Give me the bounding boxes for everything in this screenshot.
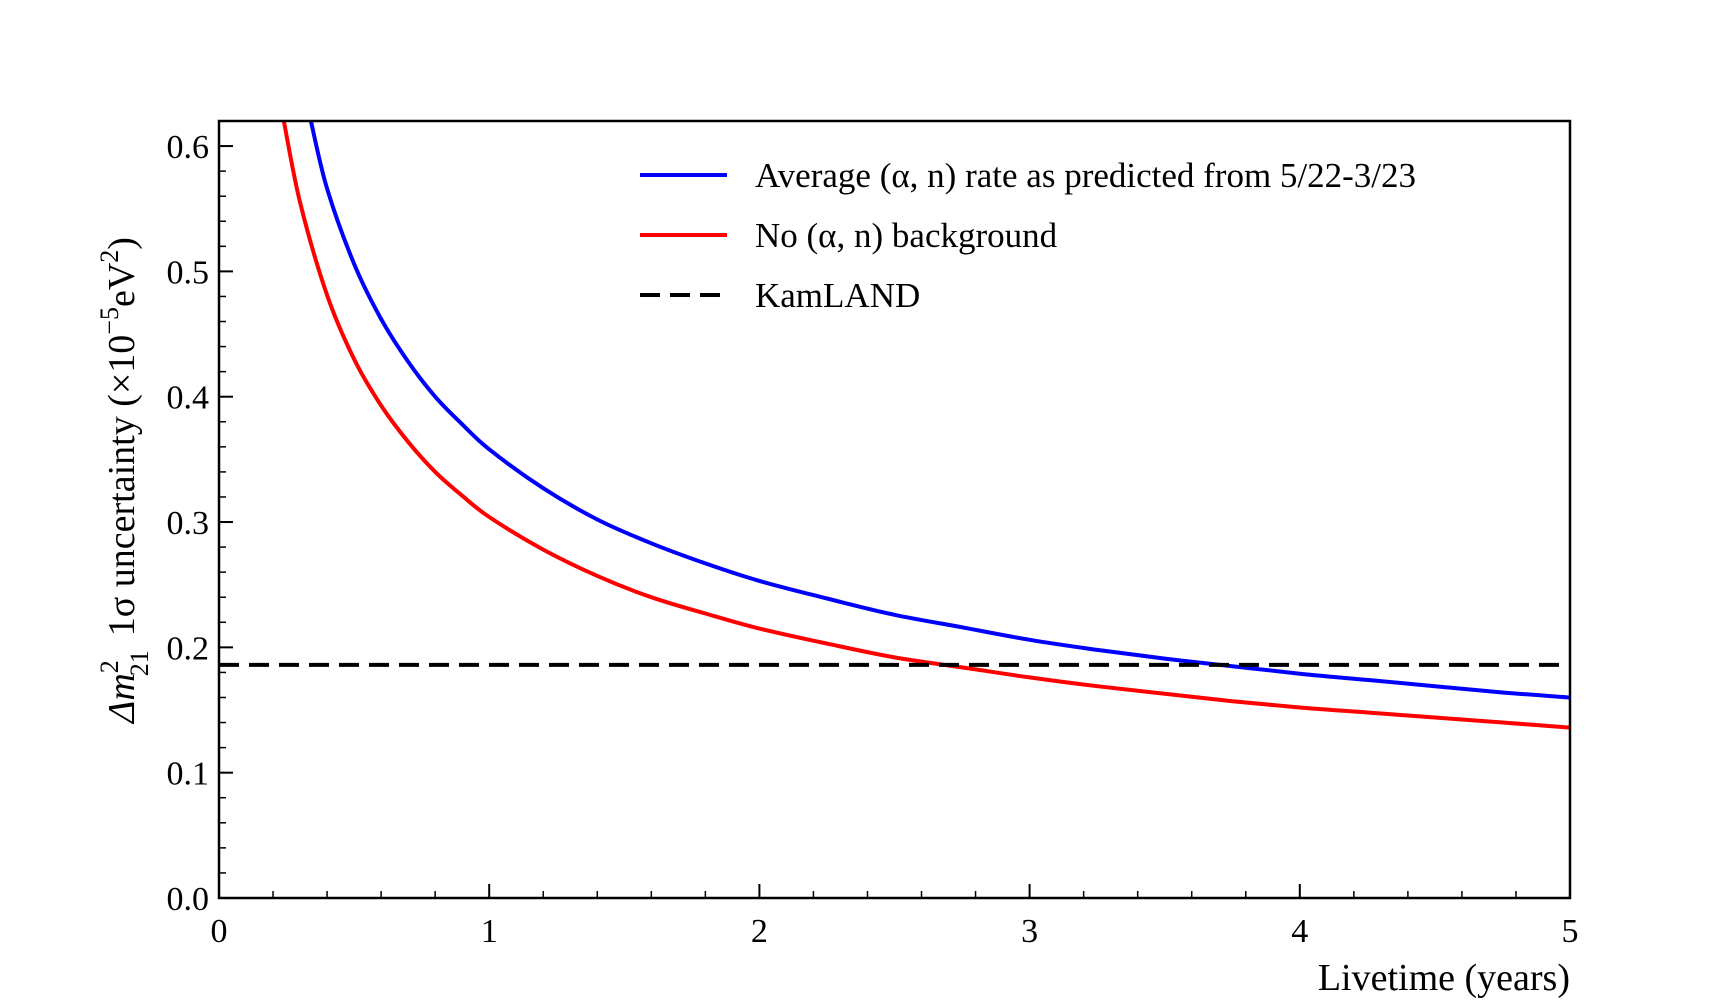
legend-label-kamland: KamLAND	[755, 276, 920, 315]
legend-entry-average: Average (α, n) rate as predicted from 5/…	[640, 156, 1416, 195]
legend-label-no-background: No (α, n) background	[755, 216, 1058, 255]
y-title-unit-ev: eV	[101, 262, 143, 307]
y-title-delta-m: Δm	[101, 673, 143, 725]
legend-entry-kamland: KamLAND	[640, 276, 920, 315]
series-line-0	[308, 121, 1570, 700]
y-tick-label: 0.1	[167, 756, 210, 793]
legend-label-average: Average (α, n) rate as predicted from 5/…	[755, 156, 1416, 195]
legend: Average (α, n) rate as predicted from 5/…	[640, 156, 1416, 315]
x-tick-label: 3	[1021, 913, 1038, 950]
y-tick-label: 0.5	[167, 254, 210, 291]
series-line-1	[281, 121, 1570, 730]
y-tick-label: 0.2	[167, 630, 210, 667]
legend-entry-no-background: No (α, n) background	[640, 216, 1058, 255]
y-tick-label: 0.4	[167, 380, 210, 417]
y-title-unit-ev-exp: 2	[95, 250, 124, 263]
y-title-sigma: 1σ	[101, 597, 143, 636]
y-title-sup: 2	[95, 660, 124, 673]
x-tick-label: 2	[751, 913, 768, 950]
y-tick-label: 0.0	[167, 881, 210, 918]
series-layer	[219, 121, 1570, 730]
y-title-unit-exp: −5	[95, 307, 124, 335]
y-axis-title: Δm2211σ uncertainty (×10−5eV2)	[95, 237, 154, 725]
x-axis-title: Livetime (years)	[1318, 957, 1570, 999]
x-tick-label: 1	[481, 913, 498, 950]
y-tick-label: 0.3	[167, 505, 210, 542]
y-title-sub: 21	[125, 650, 154, 676]
x-tick-label: 5	[1562, 913, 1579, 950]
y-title-unit-open: (×10	[101, 335, 143, 407]
x-tick-label: 4	[1291, 913, 1308, 950]
x-tick-label: 0	[211, 913, 228, 950]
plot-area	[219, 121, 1570, 898]
y-title-unit-close: )	[101, 237, 143, 250]
y-tick-label: 0.6	[167, 129, 210, 166]
ticks-layer: 0 1 2 3 4 5 0.0 0.1 0.2 0.3 0.4 0.5 0.6	[167, 120, 1579, 950]
y-title-middle: uncertainty	[101, 407, 143, 597]
plot-frame	[217, 119, 1572, 900]
